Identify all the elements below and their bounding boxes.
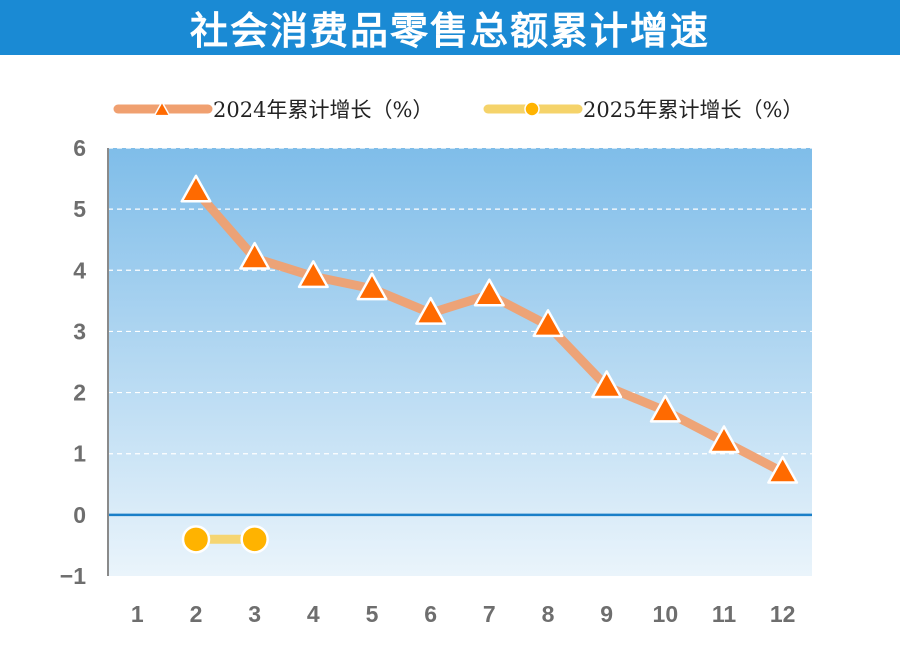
y-tick-label: 0 (73, 502, 86, 528)
y-tick-label: 3 (73, 318, 86, 344)
x-tick-label: 4 (307, 601, 320, 627)
data-point (708, 425, 740, 454)
legend-item-2024: 2024年累计增长（%） (113, 98, 433, 122)
series-2025 (181, 525, 269, 554)
data-point (240, 525, 269, 554)
y-tick-label: 1 (73, 441, 86, 467)
x-tick-label: 11 (712, 601, 737, 627)
x-tick-label: 3 (248, 601, 261, 627)
legend-triangle-icon (153, 100, 171, 117)
data-point (591, 370, 623, 399)
series-layer (180, 174, 799, 554)
x-tick-label: 7 (483, 601, 496, 627)
data-point (297, 260, 329, 289)
gridlines (108, 147, 812, 517)
legend-label: 2025年累计增长（%） (583, 98, 803, 122)
data-point (473, 278, 505, 307)
x-tick-label: 12 (770, 601, 796, 627)
y-tick-label: 5 (73, 196, 86, 222)
y-tick-label: 2 (73, 380, 86, 406)
data-point (356, 272, 388, 301)
x-tick-label: 10 (653, 601, 679, 627)
title-bar: 社会消费品零售总额累计增速 (0, 0, 900, 55)
data-point (181, 525, 211, 554)
x-tick-label: 5 (366, 601, 379, 627)
x-tick-label: 1 (131, 601, 144, 627)
data-point (767, 455, 799, 484)
legend-item-2025: 2025年累计增长（%） (483, 98, 803, 122)
data-point (649, 394, 681, 423)
y-tick-label: 6 (73, 135, 86, 161)
legend-circle-icon (524, 101, 540, 117)
x-tick-label: 8 (542, 601, 555, 627)
chart-title: 社会消费品零售总额累计增速 (189, 9, 710, 53)
legend-label: 2024年累计增长（%） (213, 98, 433, 122)
data-point (180, 174, 212, 203)
y-tick-label: −1 (60, 563, 86, 589)
legend: 2024年累计增长（%） 2025年累计增长（%） (113, 98, 803, 122)
y-tick-label: 4 (73, 257, 86, 283)
x-tick-label: 9 (600, 601, 613, 627)
series-2024 (180, 174, 799, 484)
data-point (415, 296, 447, 325)
data-point (532, 309, 564, 338)
x-tick-label: 6 (424, 601, 437, 627)
data-point (239, 241, 271, 270)
x-tick-label: 2 (190, 601, 203, 627)
